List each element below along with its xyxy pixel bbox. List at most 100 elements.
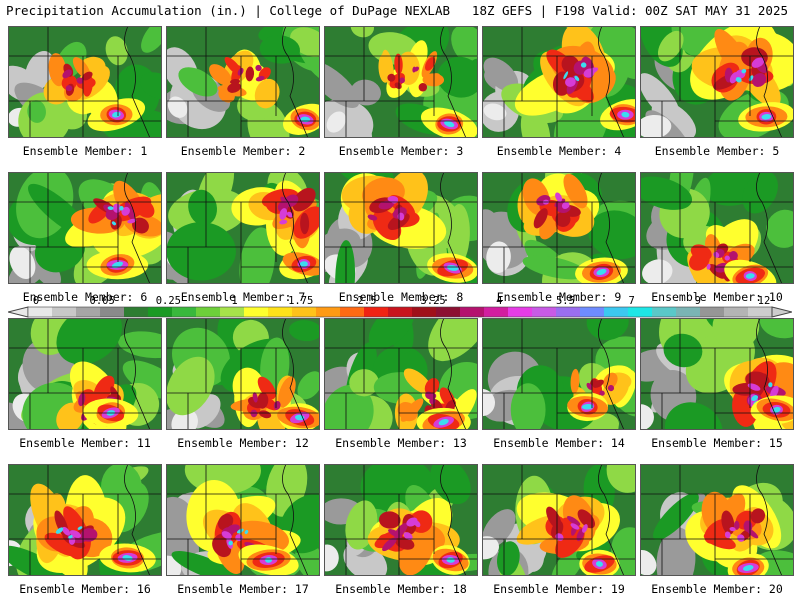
member-map [166, 318, 320, 430]
colorbar-tick-label: 2.5 [357, 295, 377, 307]
colorbar-swatch [388, 307, 413, 317]
member-map [482, 26, 636, 138]
colorbar-tick-label: 0.25 [155, 295, 182, 307]
precip-field [8, 172, 162, 284]
colorbar-swatch [100, 307, 125, 317]
colorbar-scale [8, 306, 792, 318]
member-map [324, 318, 478, 430]
member-map [166, 172, 320, 284]
colorbar-swatch [364, 307, 389, 317]
colorbar: 0 0.05 0.25 1 1.75 2.5 3.25 4 5.5 7 9 12 [8, 296, 792, 320]
colorbar-swatch [268, 307, 293, 317]
member-map [8, 26, 162, 138]
colorbar-tick-label: 0.05 [89, 295, 115, 307]
colorbar-tick-label: 1.75 [288, 295, 314, 307]
run-info: 18Z GEFS | F198 Valid: 00Z SAT MAY 31 20… [471, 3, 788, 18]
colorbar-swatch [700, 307, 725, 317]
colorbar-swatch [76, 307, 101, 317]
colorbar-tick-label: 0 [32, 295, 40, 307]
colorbar-swatch [124, 307, 149, 317]
member-map [8, 172, 162, 284]
colorbar-swatch [436, 307, 461, 317]
member-map [482, 318, 636, 430]
precip-field [324, 464, 478, 576]
member-map [640, 318, 794, 430]
map-title: Precipitation Accumulation (in.) | Colle… [6, 3, 451, 18]
colorbar-tick-label: 9 [694, 295, 701, 307]
colorbar-swatch [676, 307, 701, 317]
colorbar-swatch [292, 307, 317, 317]
colorbar-swatch [460, 307, 485, 317]
member-label: Ensemble Member: 19 [493, 582, 625, 596]
member-map [324, 26, 478, 138]
colorbar-tick-label: 12 [757, 295, 771, 307]
colorbar-swatch [556, 307, 581, 317]
colorbar-swatch [604, 307, 629, 317]
colorbar-swatch [532, 307, 557, 317]
member-map [8, 464, 162, 576]
colorbar-swatch [244, 307, 269, 317]
colorbar-tick-label: 1 [231, 295, 238, 307]
colorbar-swatch [340, 307, 365, 317]
colorbar-swatch [652, 307, 677, 317]
colorbar-tick-label: 4 [496, 295, 503, 307]
colorbar-swatch [196, 307, 221, 317]
member-label: Ensemble Member: 1 [22, 144, 148, 158]
colorbar-swatch [748, 307, 773, 317]
member-label: Ensemble Member: 5 [654, 144, 780, 158]
precip-field [166, 464, 320, 576]
colorbar-swatch [412, 307, 437, 317]
member-label: Ensemble Member: 6 [22, 290, 148, 304]
colorbar-min-arrow [8, 306, 29, 318]
precip-field [640, 318, 794, 430]
colorbar-tick-label: 7 [628, 295, 635, 307]
member-map [166, 464, 320, 576]
precip-field [482, 26, 636, 138]
colorbar-swatch [628, 307, 653, 317]
member-map [640, 26, 794, 138]
member-map [8, 318, 162, 430]
precip-field [8, 26, 162, 138]
precip-field [8, 464, 162, 576]
colorbar-max-arrow [771, 306, 792, 318]
colorbar-swatch [220, 307, 245, 317]
member-label: Ensemble Member: 17 [177, 582, 309, 596]
member-map [640, 464, 794, 576]
precip-field [166, 172, 320, 284]
member-label: Ensemble Member: 15 [651, 436, 783, 450]
member-map [324, 464, 478, 576]
colorbar-swatch [580, 307, 605, 317]
member-label: Ensemble Member: 10 [651, 290, 783, 304]
member-map [324, 172, 478, 284]
colorbar-swatch [316, 307, 341, 317]
precip-field [482, 464, 636, 576]
member-label: Ensemble Member: 4 [496, 144, 622, 158]
member-label: Ensemble Member: 16 [19, 582, 151, 596]
member-label: Ensemble Member: 20 [651, 582, 783, 596]
precip-field [324, 26, 478, 138]
colorbar-swatch [508, 307, 533, 317]
member-label: Ensemble Member: 3 [338, 144, 464, 158]
member-label: Ensemble Member: 2 [180, 144, 306, 158]
member-label: Ensemble Member: 14 [493, 436, 625, 450]
precip-field [482, 172, 636, 284]
colorbar-tick-label: 5.5 [555, 295, 575, 307]
colorbar-swatch [172, 307, 197, 317]
precip-field [640, 26, 794, 138]
colorbar-swatch [484, 307, 509, 317]
member-label: Ensemble Member: 9 [496, 290, 622, 304]
precip-field [482, 318, 636, 430]
member-map [482, 464, 636, 576]
member-map [640, 172, 794, 284]
member-label: Ensemble Member: 8 [338, 290, 464, 304]
colorbar-swatch [28, 307, 53, 317]
precip-field [8, 318, 162, 430]
member-label: Ensemble Member: 18 [335, 582, 467, 596]
member-map [482, 172, 636, 284]
precip-field [166, 26, 320, 138]
colorbar-swatch [724, 307, 749, 317]
precip-field [640, 172, 794, 284]
member-label: Ensemble Member: 11 [19, 436, 151, 450]
member-label: Ensemble Member: 7 [180, 290, 306, 304]
precip-field [324, 172, 478, 284]
